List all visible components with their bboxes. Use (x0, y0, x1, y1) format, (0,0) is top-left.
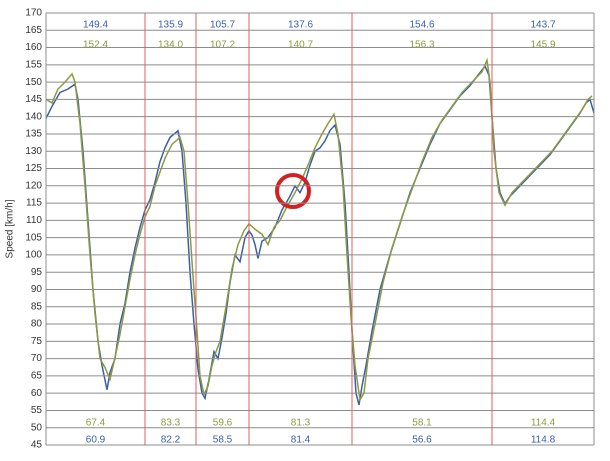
section-max-label: 143.7 (530, 20, 555, 31)
y-tick-label: 155 (25, 59, 42, 70)
section-min-label: 81.3 (291, 418, 311, 429)
y-tick-label: 45 (31, 440, 43, 451)
section-max-label: 149.4 (83, 20, 108, 31)
y-tick-label: 60 (31, 388, 43, 399)
section-max-label: 140.7 (288, 40, 313, 51)
section-min-label: 82.2 (161, 435, 181, 446)
y-tick-label: 105 (25, 232, 42, 243)
section-min-label: 56.6 (412, 435, 432, 446)
section-min-label: 114.4 (531, 418, 556, 429)
section-min-label: 59.6 (213, 418, 233, 429)
section-min-label: 83.3 (161, 418, 181, 429)
y-tick-label: 55 (31, 405, 43, 416)
y-tick-label: 95 (31, 267, 43, 278)
highlight-circle (275, 173, 311, 209)
section-min-label: 114.8 (531, 435, 556, 446)
section-min-label: 58.5 (213, 435, 233, 446)
section-min-label: 81.4 (291, 435, 311, 446)
y-axis-label: Speed [km/h] (5, 199, 16, 258)
y-tick-label: 90 (31, 284, 43, 295)
y-tick-label: 165 (25, 25, 42, 36)
y-tick-label: 130 (25, 146, 42, 157)
y-tick-label: 80 (31, 319, 43, 330)
y-tick-label: 110 (26, 215, 42, 226)
y-tick-label: 85 (31, 301, 43, 312)
y-tick-label: 50 (31, 422, 43, 433)
y-tick-label: 160 (25, 42, 42, 53)
section-max-label: 134.0 (158, 40, 183, 51)
section-max-label: 145.9 (530, 40, 555, 51)
section-min-label: 67.4 (86, 418, 106, 429)
section-max-label: 152.4 (83, 40, 108, 51)
section-max-label: 105.7 (210, 20, 235, 31)
section-min-label: 58.1 (412, 418, 432, 429)
y-tick-label: 170 (25, 8, 42, 19)
section-max-label: 107.2 (210, 40, 235, 51)
y-tick-label: 125 (25, 163, 42, 174)
y-tick-label: 145 (25, 94, 42, 105)
y-tick-label: 65 (31, 371, 43, 382)
y-tick-label: 120 (25, 180, 42, 191)
y-tick-label: 140 (25, 111, 42, 122)
y-tick-label: 150 (25, 77, 42, 88)
y-tick-label: 100 (25, 250, 42, 261)
y-tick-label: 135 (25, 129, 42, 140)
y-tick-label: 75 (31, 336, 43, 347)
section-max-label: 137.6 (288, 20, 313, 31)
speed-line (45, 57, 593, 402)
section-max-label: 154.6 (409, 20, 434, 31)
section-max-label: 135.9 (158, 20, 183, 31)
section-min-label: 60.9 (86, 435, 106, 446)
y-tick-label: 115 (26, 198, 42, 209)
y-tick-label: 70 (31, 353, 43, 364)
section-max-label: 156.3 (409, 40, 434, 51)
